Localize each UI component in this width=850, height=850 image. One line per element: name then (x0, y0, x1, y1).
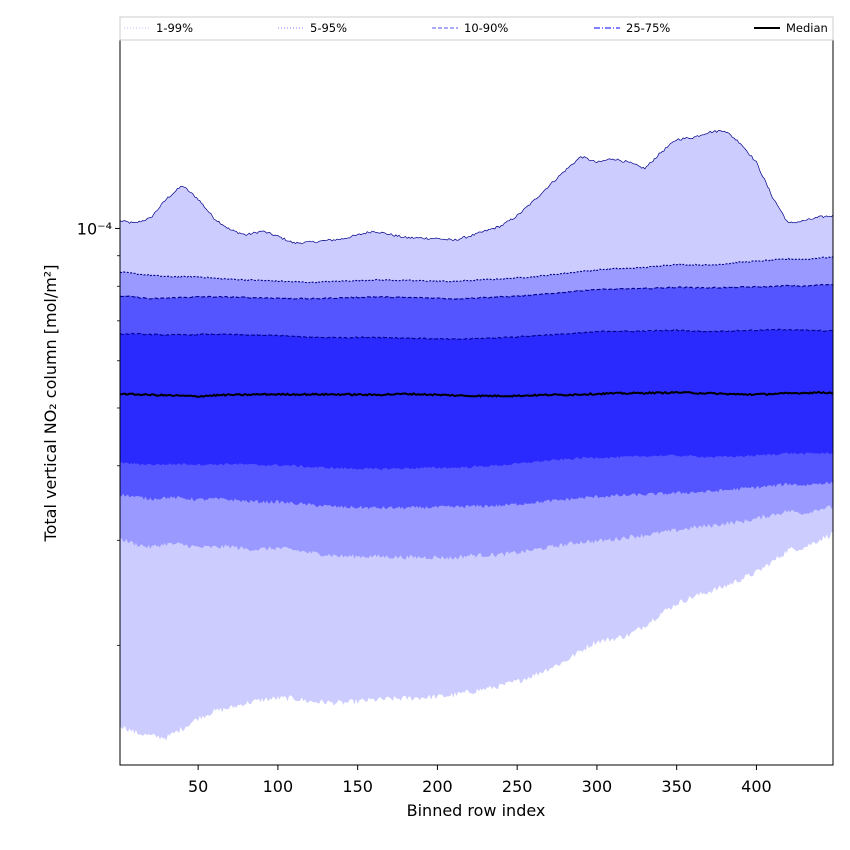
legend-label: 5-95% (310, 21, 347, 35)
x-axis-label: Binned row index (407, 801, 546, 820)
band-upper-edge-25-75% (120, 328, 833, 340)
median-line (120, 390, 833, 398)
x-tick-label: 250 (502, 777, 533, 796)
legend: 1-99% 5-95% 10-90% 25-75% Median (119, 16, 834, 41)
legend-label: 25-75% (626, 21, 670, 35)
y-axis-label: Total vertical NO₂ column [mol/m²] (41, 265, 60, 543)
legend-box (119, 16, 834, 41)
percentile-bands (120, 130, 833, 741)
y-axis: 10⁻⁴ (77, 219, 120, 646)
x-tick-label: 400 (741, 777, 772, 796)
legend-label: Median (786, 21, 828, 35)
legend-label: 1-99% (156, 21, 193, 35)
median-layer (120, 390, 833, 398)
legend-label: 10-90% (464, 21, 508, 35)
x-tick-label: 300 (582, 777, 613, 796)
x-tick-label: 100 (263, 777, 294, 796)
band-25-75% (120, 329, 833, 471)
x-tick-label: 200 (422, 777, 453, 796)
x-tick-label: 150 (342, 777, 373, 796)
y-tick-label: 10⁻⁴ (77, 219, 112, 238)
x-tick-label: 50 (188, 777, 208, 796)
band-upper-edge-1-99% (120, 130, 833, 245)
x-axis: 50 100 150 200 250 300 350 400 (188, 765, 772, 796)
x-tick-label: 350 (661, 777, 692, 796)
band-upper-edge-10-90% (120, 283, 833, 300)
band-upper-edge-5-95% (120, 256, 833, 284)
